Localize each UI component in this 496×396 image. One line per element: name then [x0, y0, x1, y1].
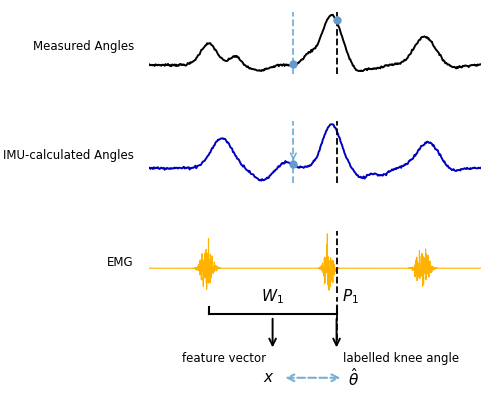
- Text: EMG: EMG: [107, 255, 134, 268]
- Text: $\hat{\theta}$: $\hat{\theta}$: [348, 367, 359, 389]
- Text: Measured Angles: Measured Angles: [33, 40, 134, 53]
- Text: IMU-calculated Angles: IMU-calculated Angles: [3, 149, 134, 162]
- Text: $x$: $x$: [263, 370, 275, 385]
- Text: $W_1$: $W_1$: [261, 287, 284, 306]
- Text: $P_1$: $P_1$: [342, 287, 359, 306]
- Text: feature vector: feature vector: [182, 352, 266, 365]
- Text: labelled knee angle: labelled knee angle: [343, 352, 459, 365]
